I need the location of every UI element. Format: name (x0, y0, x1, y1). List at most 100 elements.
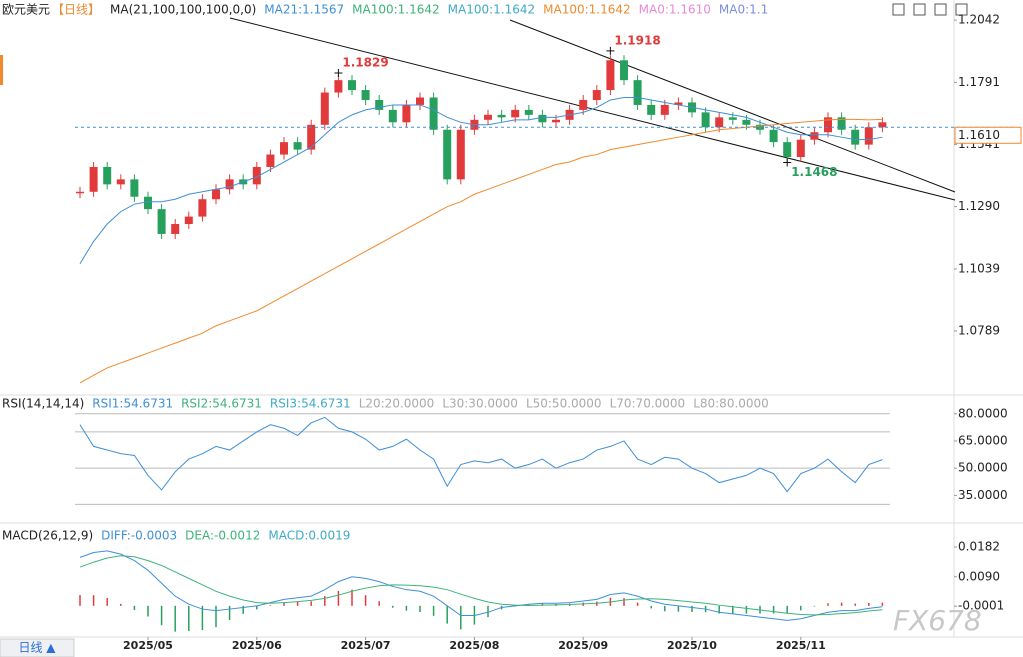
x-tick-label: 2025/07 (341, 639, 391, 652)
annotation-label: 1.1468 (791, 165, 837, 179)
candle (402, 104, 411, 123)
candle (633, 80, 642, 105)
x-tick-label: 2025/09 (558, 639, 608, 652)
y-tick-label: 50.0000 (958, 461, 1008, 475)
candle (320, 92, 329, 125)
candle (443, 129, 452, 180)
legend-entry: MACD(26,12,9) (2, 529, 93, 543)
candle (674, 102, 683, 105)
y-tick-label: 1.1791 (958, 75, 1000, 89)
candle (76, 191, 84, 194)
legend-entry: MA100:1.1642 (448, 3, 536, 17)
candle (375, 99, 384, 110)
candle (280, 142, 288, 155)
candle (864, 127, 873, 145)
legend-entry: DEA:-0.0012 (185, 529, 260, 543)
y-tick-label: 1.1290 (958, 199, 1000, 213)
icon[interactable] (892, 3, 905, 16)
candle (198, 199, 207, 217)
candle (89, 166, 98, 192)
candle (361, 90, 370, 100)
candle (293, 142, 302, 150)
ma-line (79, 97, 883, 264)
candle (212, 189, 220, 200)
candle (592, 90, 601, 100)
candle (538, 114, 547, 123)
last-price-label: 1.1610 (958, 128, 1000, 142)
candle (851, 129, 860, 145)
candle (416, 97, 424, 105)
period-button[interactable] (0, 638, 75, 657)
candle (524, 109, 533, 115)
candle (660, 104, 669, 115)
annotation-label: 1.1918 (614, 33, 660, 47)
period-button-label[interactable]: 日线 ▲ (18, 641, 56, 655)
candle (388, 109, 397, 123)
candle (701, 112, 710, 128)
legend-entry: MA(21,100,100,100,0,0) (110, 3, 256, 17)
candle (783, 142, 792, 158)
legend-entry: MA0:1.1 (719, 3, 768, 17)
candle (620, 60, 628, 81)
candle (484, 114, 492, 120)
candle (429, 97, 438, 130)
legend-entry: RSI3:54.6731 (270, 397, 351, 411)
legend-entry: RSI2:54.6731 (181, 397, 262, 411)
candle (728, 117, 737, 120)
icon[interactable] (955, 3, 968, 16)
trend-line (509, 19, 956, 193)
candle (552, 119, 560, 123)
candle (252, 166, 261, 185)
candle (103, 166, 112, 185)
candle (130, 179, 139, 197)
y-tick-label: 0.0182 (958, 540, 1000, 554)
last-price-box (954, 126, 1022, 144)
rsi-line (79, 416, 883, 493)
candle (266, 154, 275, 167)
candle (769, 129, 778, 143)
candle (579, 99, 588, 110)
x-tick-label: 2025/10 (667, 639, 717, 652)
legend-entry: RSI1:54.6731 (92, 397, 173, 411)
annotation-label: 1.1829 (342, 55, 388, 69)
candle (456, 129, 465, 180)
candle (796, 139, 805, 158)
icon[interactable] (913, 3, 926, 16)
candle (647, 104, 656, 115)
candle (497, 114, 506, 118)
candle (225, 179, 234, 190)
toolbar-icons (892, 3, 968, 16)
candle (307, 124, 316, 150)
candle (742, 119, 751, 125)
y-tick-label: 65.0000 (958, 433, 1008, 447)
legend-entry: L80:80.0000 (693, 397, 769, 411)
macd-line (79, 555, 883, 616)
legend-entry: MA21:1.1567 (264, 3, 344, 17)
legend-entry: RSI(14,14,14) (2, 397, 84, 411)
x-tick-label: 2025/11 (776, 639, 826, 652)
candle (837, 117, 846, 130)
annotation-marker (334, 68, 343, 77)
macd-line (79, 550, 883, 621)
annotation-marker (783, 158, 792, 167)
candle (715, 117, 724, 128)
candle (824, 117, 832, 133)
icon[interactable] (934, 3, 947, 16)
candle (171, 224, 180, 234)
x-tick-label: 2025/05 (123, 639, 173, 652)
candle (606, 60, 615, 91)
legend-entry: DIFF:-0.0003 (101, 529, 177, 543)
period-label: 【日线】 (52, 3, 100, 17)
candle (810, 132, 819, 140)
annotation-marker (606, 46, 615, 55)
legend-entry: L30:30.0000 (442, 397, 518, 411)
legend-entry: MA0:1.1610 (639, 3, 711, 17)
candle (878, 122, 887, 128)
candle (511, 109, 520, 118)
legend-entry: L70:70.0000 (610, 397, 686, 411)
y-tick-label: 80.0000 (958, 406, 1008, 420)
candle (348, 80, 356, 91)
candle (144, 196, 152, 210)
